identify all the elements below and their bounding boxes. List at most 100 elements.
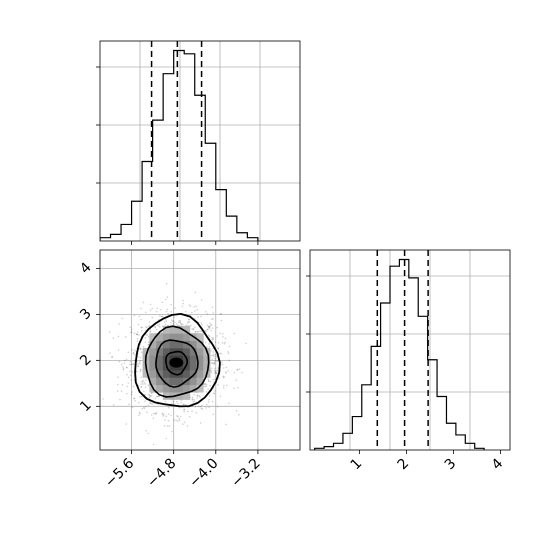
scatter-point: [148, 401, 151, 403]
density-cell: [183, 370, 191, 378]
scatter-point: [235, 379, 238, 382]
scatter-point: [124, 336, 127, 338]
scatter-point: [136, 365, 139, 368]
scatter-point: [200, 315, 202, 318]
scatter-point: [118, 323, 120, 325]
scatter-point: [156, 324, 159, 326]
scatter-point: [177, 402, 179, 405]
scatter-point: [130, 393, 133, 396]
scatter-point: [121, 384, 124, 386]
scatter-point: [194, 310, 196, 312]
density-cell: [196, 333, 204, 341]
density-cell: [183, 325, 191, 334]
scatter-point: [126, 392, 128, 395]
scatter-point: [116, 383, 119, 386]
scatter-point: [154, 412, 156, 415]
scatter-point: [140, 395, 143, 398]
x-tick-label: −5.6: [102, 455, 137, 490]
x-tick-label: −4.8: [144, 456, 179, 491]
scatter-point: [146, 377, 149, 380]
scatter-point: [166, 296, 169, 298]
top-left-histogram-panel: [96, 40, 301, 245]
scatter-point: [182, 323, 184, 326]
density-cell: [142, 347, 150, 356]
scatter-point: [200, 330, 202, 332]
scatter-point: [214, 378, 216, 381]
scatter-point: [137, 355, 139, 358]
scatter-point: [121, 317, 124, 320]
scatter-point: [217, 367, 219, 369]
scatter-point: [162, 413, 164, 415]
scatter-point: [210, 367, 213, 370]
scatter-point: [233, 332, 236, 335]
x-tick-label: 3: [442, 456, 460, 474]
scatter-point: [214, 372, 216, 374]
scatter-point: [182, 302, 185, 305]
scatter-point: [140, 307, 142, 310]
scatter-point: [143, 381, 146, 384]
density-cell: [196, 362, 204, 371]
density-cell: [189, 340, 197, 349]
scatter-point: [213, 355, 215, 358]
scatter-point: [165, 415, 167, 418]
scatter-point: [233, 387, 235, 390]
scatter-point: [123, 362, 126, 364]
bottom-right-histogram-panel: 1 2 3 4: [306, 249, 511, 474]
density-cell: [156, 340, 164, 349]
scatter-point: [138, 334, 140, 336]
scatter-point: [143, 407, 146, 410]
scatter-point: [149, 303, 152, 306]
scatter-point: [184, 403, 187, 406]
scatter-point: [192, 328, 195, 331]
scatter-point: [192, 400, 194, 403]
scatter-point: [164, 318, 167, 321]
axes-frame: [309, 249, 511, 451]
scatter-point: [165, 310, 168, 313]
scatter-point: [172, 320, 174, 322]
scatter-point: [221, 342, 224, 344]
density-cell: [169, 333, 177, 341]
scatter-point: [129, 370, 131, 372]
scatter-point: [191, 410, 193, 413]
scatter-point: [207, 380, 210, 382]
axes-frame: [99, 40, 301, 242]
scatter-point: [139, 396, 141, 398]
scatter-point: [222, 367, 225, 369]
scatter-point: [181, 305, 184, 308]
scatter-point: [200, 299, 203, 301]
scatter-point: [210, 329, 213, 332]
scatter-point: [183, 408, 186, 411]
scatter-point: [195, 305, 197, 308]
scatter-point: [212, 337, 214, 339]
scatter-point: [137, 363, 140, 365]
scatter-point: [213, 363, 216, 365]
scatter-point: [133, 349, 136, 352]
scatter-point: [145, 429, 147, 432]
scatter-point: [144, 386, 147, 388]
x-tick-label: −4.0: [186, 456, 221, 491]
density-cell: [176, 384, 184, 393]
scatter-point: [206, 312, 209, 315]
scatter-point: [207, 380, 210, 382]
scatter-point: [130, 379, 133, 381]
density-cell: [183, 333, 191, 341]
scatter-point: [210, 350, 212, 352]
scatter-point: [131, 363, 134, 366]
x-tick-label: 4: [489, 455, 507, 473]
scatter-point: [196, 331, 199, 333]
scatter-point: [170, 321, 172, 324]
scatter-point: [194, 326, 196, 328]
scatter-point: [168, 425, 171, 427]
scatter-point: [192, 327, 195, 330]
scatter-point: [165, 298, 167, 301]
scatter-point: [173, 321, 176, 324]
scatter-point: [144, 311, 147, 314]
scatter-point: [208, 406, 210, 408]
scatter-point: [162, 415, 165, 417]
scatter-point: [206, 324, 209, 327]
scatter-point: [211, 358, 214, 360]
scatter-point: [136, 363, 138, 365]
scatter-point: [140, 386, 143, 388]
scatter-point: [209, 384, 211, 387]
scatter-point: [176, 324, 179, 327]
